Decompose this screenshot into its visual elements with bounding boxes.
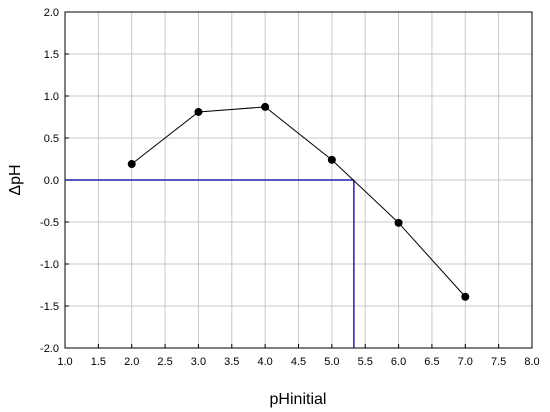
y-tick-label: 0.0 xyxy=(44,175,59,187)
x-axis-title: pHinitial xyxy=(270,391,327,408)
x-tick-label: 3.0 xyxy=(191,356,206,368)
x-tick-label: 7.0 xyxy=(458,356,473,368)
grid xyxy=(65,12,532,348)
y-tick-label: 0.5 xyxy=(44,133,59,145)
data-point xyxy=(327,155,336,164)
ticks: 1.0 1.5 2.0 2.5 3.0 3.5 4.0 4.5 5.0 5.5 6.0 6.5 7.0 7… xyxy=(40,7,540,368)
y-tick-label: -1.0 xyxy=(40,259,59,271)
x-tick-label: 1.5 xyxy=(91,356,106,368)
y-tick-label: -0.5 xyxy=(40,217,59,229)
data-point xyxy=(461,292,470,301)
x-tick-label: 4.5 xyxy=(291,356,306,368)
x-tick-label: 8.0 xyxy=(524,356,539,368)
x-tick-label: 1.0 xyxy=(57,356,72,368)
series-line xyxy=(131,106,466,298)
data-point xyxy=(194,107,203,116)
data-point xyxy=(261,102,270,111)
reference-lines xyxy=(65,179,355,348)
y-axis-title: ΔpH xyxy=(7,164,24,195)
x-tick-label: 6.5 xyxy=(424,356,439,368)
y-tick-label: 1.0 xyxy=(44,91,59,103)
data-point xyxy=(394,218,403,227)
x-tick-label: 5.5 xyxy=(358,356,373,368)
x-tick-label: 7.5 xyxy=(491,356,506,368)
x-tick-label: 2.0 xyxy=(124,356,139,368)
x-tick-label: 2.5 xyxy=(157,356,172,368)
y-tick-label: -2.0 xyxy=(40,343,59,355)
y-tick-label: -1.5 xyxy=(40,301,59,313)
series xyxy=(127,102,470,301)
y-tick-label: 2.0 xyxy=(44,7,59,19)
y-tick-label: 1.5 xyxy=(44,49,59,61)
x-tick-label: 5.0 xyxy=(324,356,339,368)
x-tick-label: 4.0 xyxy=(257,356,272,368)
data-point xyxy=(127,160,136,169)
x-tick-label: 3.5 xyxy=(224,356,239,368)
x-tick-label: 6.0 xyxy=(391,356,406,368)
